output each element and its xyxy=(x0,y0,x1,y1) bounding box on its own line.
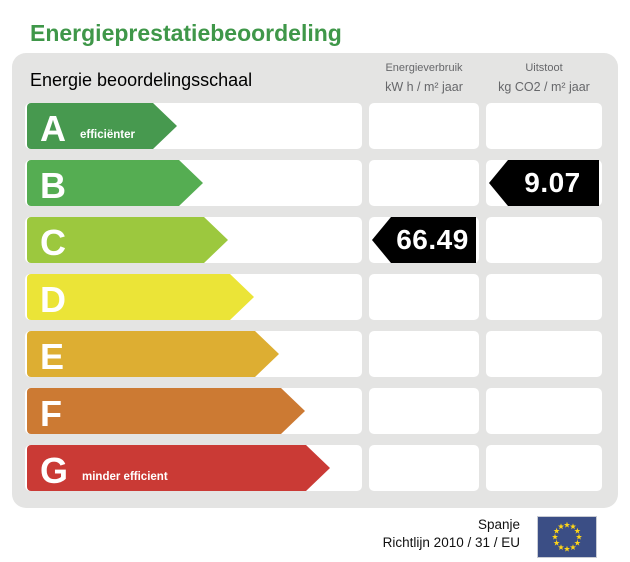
footer: Spanje Richtlijn 2010 / 31 / EU xyxy=(383,516,520,552)
rating-arrow-g: G minder efficient xyxy=(27,445,330,491)
rating-row-d: D xyxy=(25,274,618,320)
scale-cell-g: G minder efficient xyxy=(25,445,362,491)
eu-flag-icon xyxy=(537,516,597,558)
scale-cell-d: D xyxy=(25,274,362,320)
uitstoot-cell-f xyxy=(486,388,602,434)
rating-row-a: A efficiënter xyxy=(25,103,618,149)
rating-arrow-f: F xyxy=(27,388,305,434)
uitstoot-cell-c xyxy=(486,217,602,263)
column-title: Uitstoot xyxy=(525,62,563,74)
uitstoot-cell-b: 9.07 xyxy=(486,160,602,206)
rating-row-e: E xyxy=(25,331,618,377)
scale-cell-e: E xyxy=(25,331,362,377)
energieverbruik-cell-c: 66.49 xyxy=(369,217,479,263)
rating-note: minder efficient xyxy=(82,470,168,483)
rating-letter: E xyxy=(40,335,65,377)
rating-arrow-b: B xyxy=(27,160,203,206)
rating-arrow-d: D xyxy=(27,274,254,320)
rating-arrow-c: C xyxy=(27,217,228,263)
scale-cell-a: A efficiënter xyxy=(25,103,362,149)
uitstoot-cell-a xyxy=(486,103,602,149)
uitstoot-value-badge: 9.07 xyxy=(489,160,599,206)
column-unit: kg CO2 / m² jaar xyxy=(498,80,590,95)
energieverbruik-value-badge: 66.49 xyxy=(372,217,476,263)
rating-rows: A efficiënter B 9.07 xyxy=(12,103,618,491)
scale-cell-b: B xyxy=(25,160,362,206)
rating-letter: B xyxy=(40,164,66,206)
scale-header: Energie beoordelingsschaal xyxy=(30,70,253,90)
energieverbruik-cell-g xyxy=(369,445,479,491)
rating-letter: C xyxy=(40,221,66,263)
column-title: Energieverbruik xyxy=(385,62,463,74)
rating-row-b: B 9.07 xyxy=(25,160,618,206)
uitstoot-value: 9.07 xyxy=(524,167,581,198)
rating-note: efficiënter xyxy=(80,128,135,141)
directive-label: Richtlijn 2010 / 31 / EU xyxy=(382,535,520,551)
column-unit: kW h / m² jaar xyxy=(385,80,463,95)
rating-arrow-a: A efficiënter xyxy=(27,103,177,149)
rating-row-c: C 66.49 xyxy=(25,217,618,263)
energieverbruik-cell-f xyxy=(369,388,479,434)
energieverbruik-cell-d xyxy=(369,274,479,320)
column-header-energieverbruik: Energieverbruik kW h / m² jaar xyxy=(369,62,479,95)
scale-cell-c: C xyxy=(25,217,362,263)
energieverbruik-value: 66.49 xyxy=(396,224,469,255)
rating-letter: D xyxy=(40,278,66,320)
energieverbruik-cell-a xyxy=(369,103,479,149)
energieverbruik-cell-b xyxy=(369,160,479,206)
column-header-uitstoot: Uitstoot kg CO2 / m² jaar xyxy=(486,62,602,95)
uitstoot-cell-d xyxy=(486,274,602,320)
rating-letter: F xyxy=(40,392,62,434)
country-label: Spanje xyxy=(477,517,520,532)
rating-panel: Energie beoordelingsschaal Energieverbru… xyxy=(12,53,618,508)
scale-cell-f: F xyxy=(25,388,362,434)
page-title: Energieprestatiebeoordeling xyxy=(30,20,342,46)
rating-row-f: F xyxy=(25,388,618,434)
uitstoot-cell-g xyxy=(486,445,602,491)
uitstoot-cell-e xyxy=(486,331,602,377)
rating-arrow-e: E xyxy=(27,331,279,377)
energieverbruik-cell-e xyxy=(369,331,479,377)
rating-letter: A xyxy=(40,107,66,149)
rating-letter: G xyxy=(40,449,69,491)
rating-row-g: G minder efficient xyxy=(25,445,618,491)
